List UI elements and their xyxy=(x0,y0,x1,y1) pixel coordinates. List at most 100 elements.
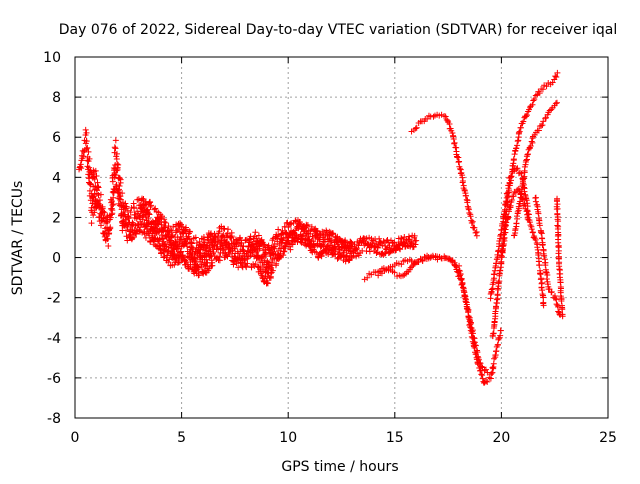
data-point xyxy=(461,288,468,295)
data-point xyxy=(244,260,251,267)
data-point xyxy=(91,209,98,216)
data-point xyxy=(191,251,198,258)
data-point xyxy=(552,295,559,302)
data-point xyxy=(515,129,522,136)
data-point xyxy=(328,231,335,238)
data-point xyxy=(123,233,130,240)
data-point xyxy=(459,178,466,185)
axis-ticks: 0 5 10 15 20 25 -8 -6 -4 -2 0 2 4 6 8 10 xyxy=(43,50,617,446)
data-point xyxy=(468,219,475,226)
data-point xyxy=(540,302,547,309)
x-tick-label: 10 xyxy=(279,430,297,446)
data-point xyxy=(373,249,380,256)
data-point xyxy=(412,125,419,132)
data-point xyxy=(514,142,521,149)
data-point xyxy=(374,244,381,251)
data-point xyxy=(158,221,165,228)
data-point xyxy=(514,208,521,215)
data-point xyxy=(289,241,296,248)
data-point xyxy=(93,173,100,180)
data-point xyxy=(447,256,454,263)
data-point xyxy=(456,158,463,165)
data-point xyxy=(399,272,406,279)
data-point xyxy=(173,227,180,234)
data-point xyxy=(102,228,109,235)
data-point xyxy=(459,284,466,291)
data-point xyxy=(506,187,513,194)
data-point xyxy=(105,242,112,249)
data-point xyxy=(559,313,566,320)
data-point xyxy=(276,254,283,261)
data-point xyxy=(405,233,412,240)
data-point xyxy=(113,153,120,160)
data-point xyxy=(469,218,476,225)
data-point xyxy=(326,236,333,243)
data-point xyxy=(535,127,542,134)
data-point xyxy=(454,268,461,275)
data-point xyxy=(492,303,499,310)
data-point xyxy=(514,165,521,172)
data-point xyxy=(95,201,102,208)
data-point xyxy=(188,240,195,247)
data-point xyxy=(397,246,404,253)
data-point xyxy=(478,363,485,370)
x-tick-label: 0 xyxy=(71,430,80,446)
data-point xyxy=(515,203,522,210)
data-point xyxy=(555,308,562,315)
data-point xyxy=(183,226,190,233)
data-point xyxy=(408,239,415,246)
data-point xyxy=(503,211,510,218)
data-point xyxy=(220,233,227,240)
data-point xyxy=(548,106,555,113)
data-point xyxy=(488,371,495,378)
data-point xyxy=(230,261,237,268)
data-point xyxy=(275,226,282,233)
data-point xyxy=(497,327,504,334)
data-point xyxy=(484,369,491,376)
data-point xyxy=(553,99,560,106)
data-point xyxy=(239,246,246,253)
data-point xyxy=(494,251,501,258)
data-point xyxy=(535,210,542,217)
data-point xyxy=(225,226,232,233)
data-point xyxy=(277,253,284,260)
data-point xyxy=(415,258,422,265)
data-point xyxy=(516,128,523,135)
data-point xyxy=(553,197,560,204)
data-point xyxy=(537,276,544,283)
data-point xyxy=(512,189,519,196)
y-tick-label: -2 xyxy=(47,291,61,307)
data-point xyxy=(462,293,469,300)
data-point xyxy=(432,253,439,260)
data-point xyxy=(472,229,479,236)
data-point xyxy=(497,233,504,240)
data-point xyxy=(107,225,114,232)
data-point xyxy=(479,364,486,371)
data-point xyxy=(495,335,502,342)
data-point xyxy=(84,163,91,170)
data-point xyxy=(518,190,525,197)
data-point xyxy=(543,275,550,282)
data-point xyxy=(259,263,266,270)
data-point xyxy=(527,143,534,150)
data-point xyxy=(209,262,216,269)
data-point xyxy=(185,265,192,272)
data-point xyxy=(261,241,268,248)
data-point xyxy=(253,249,260,256)
data-point xyxy=(282,229,289,236)
data-point xyxy=(112,137,119,144)
data-point xyxy=(281,248,288,255)
data-point xyxy=(543,114,550,121)
data-point xyxy=(123,203,130,210)
data-point xyxy=(540,294,547,301)
data-point xyxy=(96,197,103,204)
y-tick-label: -6 xyxy=(47,371,61,387)
data-point xyxy=(278,240,285,247)
data-point xyxy=(100,208,107,215)
x-tick-label: 5 xyxy=(177,430,186,446)
data-point xyxy=(309,233,316,240)
data-point xyxy=(490,330,497,337)
data-point xyxy=(381,250,388,257)
data-point xyxy=(523,157,530,164)
data-point xyxy=(196,272,203,279)
